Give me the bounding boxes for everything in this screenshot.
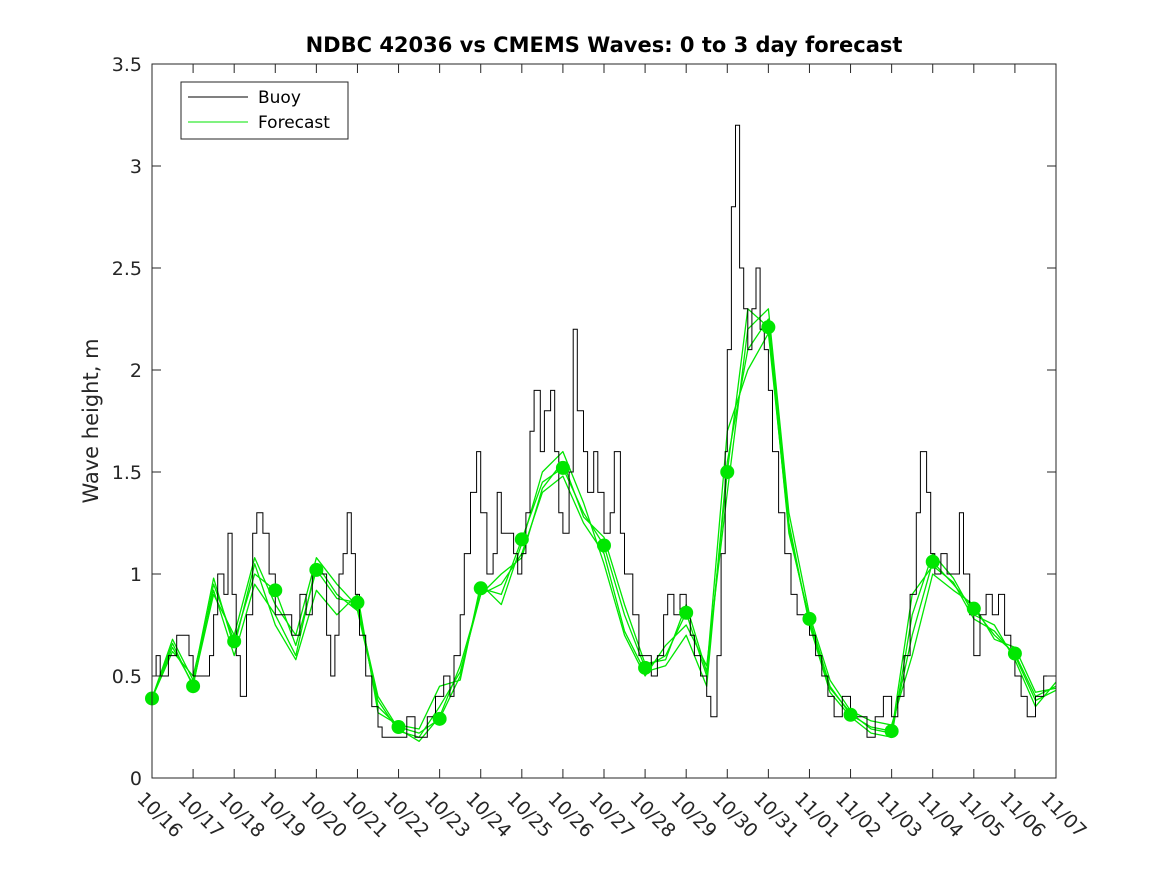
forecast-marker	[843, 707, 858, 722]
y-tick-label: 1.5	[112, 462, 142, 484]
legend: Buoy Forecast	[180, 81, 349, 140]
legend-label-buoy: Buoy	[258, 88, 301, 108]
forecast-marker	[309, 562, 324, 577]
y-axis: 0 0.5 1 1.5 2 2.5 3 3.5	[112, 54, 1056, 790]
forecast-marker	[268, 583, 283, 598]
forecast-line-run-4	[151, 332, 1057, 742]
y-tick-label: 0.5	[112, 666, 142, 688]
buoy-line	[152, 124, 1056, 738]
forecast-marker	[925, 554, 940, 569]
y-tick-label: 1	[130, 564, 142, 586]
forecast-marker	[1007, 646, 1022, 661]
forecast-marker	[555, 460, 570, 475]
forecast-marker	[597, 538, 611, 553]
forecast-marker	[720, 465, 735, 479]
y-tick-label: 2	[130, 360, 142, 382]
forecast-marker	[227, 634, 242, 649]
legend-box	[180, 81, 349, 140]
plot-area	[152, 64, 1056, 778]
forecast-line-run-3	[151, 308, 1057, 730]
forecast-marker	[679, 605, 694, 620]
y-tick-label: 3	[130, 156, 142, 178]
forecast-marker	[473, 581, 488, 596]
forecast-marker	[432, 711, 447, 726]
y-axis-label: Wave height, m	[79, 338, 103, 503]
y-tick-label: 2.5	[112, 258, 142, 280]
chart-title: NDBC 42036 vs CMEMS Waves: 0 to 3 day fo…	[306, 33, 903, 57]
forecast-marker	[884, 724, 899, 739]
forecast-marker	[638, 660, 653, 675]
forecast-marker	[186, 679, 201, 694]
forecast-marker	[802, 611, 817, 626]
forecast-marker	[350, 595, 365, 610]
forecast-marker	[391, 720, 406, 734]
forecast-marker	[514, 532, 529, 547]
forecast-markers	[145, 320, 1022, 739]
forecast-marker	[761, 320, 776, 335]
legend-label-forecast: Forecast	[258, 113, 330, 133]
series-layer	[151, 124, 1057, 742]
y-tick-label: 0	[130, 768, 142, 790]
y-tick-label: 3.5	[112, 54, 142, 76]
forecast-marker	[966, 601, 981, 616]
